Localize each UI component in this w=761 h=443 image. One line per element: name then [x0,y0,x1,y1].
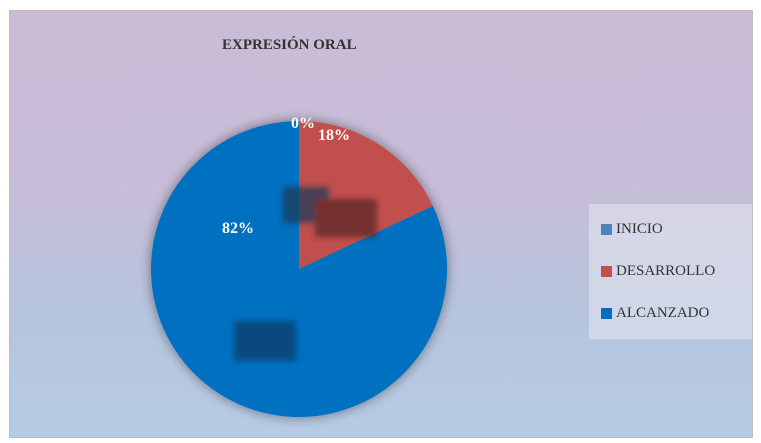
blurred-overlay [234,187,377,361]
data-label-alcanzado: 82% [222,220,254,237]
pie-chart: 0%18% 82% [151,115,448,417]
chart-title: EXPRESIÓN ORAL [222,37,357,53]
legend-swatch [601,265,612,277]
legend-swatch [601,307,612,319]
legend-item-inicio: INICIO [601,219,663,239]
legend-item-desarrollo: DESARROLLO [601,261,715,281]
legend-label: INICIO [616,220,663,237]
legend-label: ALCANZADO [616,304,710,321]
legend-swatch [601,223,612,235]
legend-label: DESARROLLO [616,262,716,279]
chart-area: EXPRESIÓN ORAL 0% 18% 82% INICIO DESAR [9,10,753,438]
legend: INICIO DESARROLLO ALCANZADO [589,204,752,339]
data-label-inicio: 0% [291,115,315,132]
data-label-desarrollo: 18% [318,127,350,144]
pie-slice-alcanzado [151,121,448,417]
legend-item-alcanzado: ALCANZADO [601,303,709,323]
